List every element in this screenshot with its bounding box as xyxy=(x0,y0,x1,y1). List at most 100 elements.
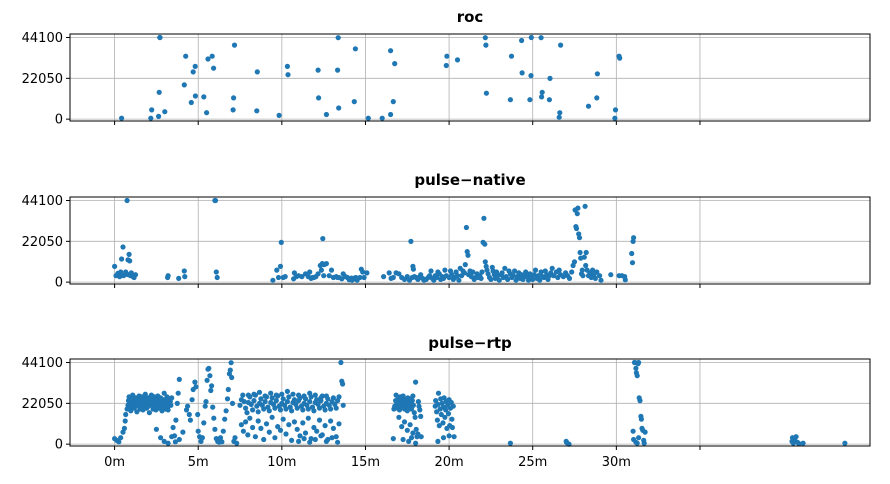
data-point xyxy=(237,402,243,408)
data-point xyxy=(176,436,182,443)
data-point xyxy=(642,429,648,435)
subplot-title: pulse−native xyxy=(414,171,525,189)
data-point xyxy=(190,69,196,75)
data-point xyxy=(255,409,261,415)
data-point xyxy=(318,267,324,273)
data-point xyxy=(247,415,253,421)
data-point xyxy=(462,262,468,268)
data-point xyxy=(634,373,640,379)
data-point xyxy=(482,35,488,41)
data-points xyxy=(112,359,848,447)
data-point xyxy=(411,410,417,416)
y-tick-label: 44100 xyxy=(22,194,63,209)
data-point xyxy=(284,63,290,69)
data-point xyxy=(571,259,578,265)
data-point xyxy=(188,99,194,106)
data-point xyxy=(192,379,198,385)
data-point xyxy=(340,381,346,387)
data-point xyxy=(210,404,216,410)
data-point xyxy=(340,402,346,408)
data-point xyxy=(186,411,192,418)
data-point xyxy=(213,269,219,275)
data-point xyxy=(176,376,182,382)
data-point xyxy=(328,418,334,424)
data-point xyxy=(410,430,416,436)
data-point xyxy=(203,399,209,405)
data-point xyxy=(192,93,198,99)
data-point xyxy=(636,435,642,441)
data-point xyxy=(634,440,640,446)
data-point xyxy=(390,99,396,105)
data-point xyxy=(280,396,286,402)
data-point xyxy=(231,42,238,48)
data-point xyxy=(449,424,455,431)
data-point xyxy=(594,269,600,275)
data-point xyxy=(146,410,152,416)
data-point xyxy=(400,436,406,443)
data-point xyxy=(244,410,250,416)
data-point xyxy=(630,428,636,434)
data-point xyxy=(478,275,484,281)
data-point xyxy=(256,389,263,395)
data-point xyxy=(258,425,264,431)
data-point xyxy=(168,402,174,408)
data-point xyxy=(118,269,124,275)
data-point xyxy=(336,394,342,400)
data-point xyxy=(195,428,201,434)
data-point xyxy=(408,238,414,244)
data-point xyxy=(435,438,441,444)
data-point xyxy=(434,417,440,423)
data-point xyxy=(314,428,320,434)
data-point xyxy=(433,398,439,404)
data-point xyxy=(251,391,257,397)
data-point xyxy=(165,407,171,413)
plot-frame xyxy=(69,196,871,285)
data-point xyxy=(631,235,637,241)
data-point xyxy=(364,270,370,276)
data-point xyxy=(330,395,336,401)
data-point xyxy=(201,420,207,426)
subplot-pulse-native: pulse−native 0 22050 44100 xyxy=(22,171,871,291)
data-point xyxy=(528,73,534,79)
data-point xyxy=(161,438,167,444)
data-point xyxy=(126,251,132,257)
data-point xyxy=(482,259,488,265)
data-point xyxy=(539,94,545,100)
data-point xyxy=(263,421,270,427)
data-point xyxy=(229,374,235,381)
data-point xyxy=(273,398,279,404)
data-point xyxy=(365,115,371,121)
data-point xyxy=(388,111,394,118)
data-point xyxy=(261,406,267,412)
data-point xyxy=(444,53,450,59)
data-point xyxy=(597,273,603,279)
data-point xyxy=(438,411,444,418)
data-point xyxy=(336,421,342,427)
data-point xyxy=(352,46,358,52)
data-point xyxy=(636,359,642,366)
data-point xyxy=(294,426,300,432)
data-point xyxy=(434,409,440,415)
data-point xyxy=(582,203,588,209)
data-point xyxy=(230,107,236,113)
data-point xyxy=(465,252,471,258)
data-point xyxy=(551,273,557,279)
data-point xyxy=(638,416,645,422)
data-point xyxy=(127,258,133,264)
data-point xyxy=(507,440,513,446)
data-point xyxy=(286,422,292,428)
data-point xyxy=(800,440,806,446)
data-point xyxy=(507,97,513,103)
data-point xyxy=(240,392,246,398)
data-point xyxy=(329,435,335,441)
data-point xyxy=(240,428,246,434)
data-point xyxy=(280,416,286,422)
data-point xyxy=(318,433,324,439)
data-point xyxy=(202,403,208,409)
data-point xyxy=(316,405,323,411)
gridlines xyxy=(70,197,870,284)
data-point xyxy=(161,390,167,396)
x-tick-label: 15m xyxy=(351,455,380,470)
data-point xyxy=(379,115,385,121)
data-point xyxy=(245,432,251,438)
